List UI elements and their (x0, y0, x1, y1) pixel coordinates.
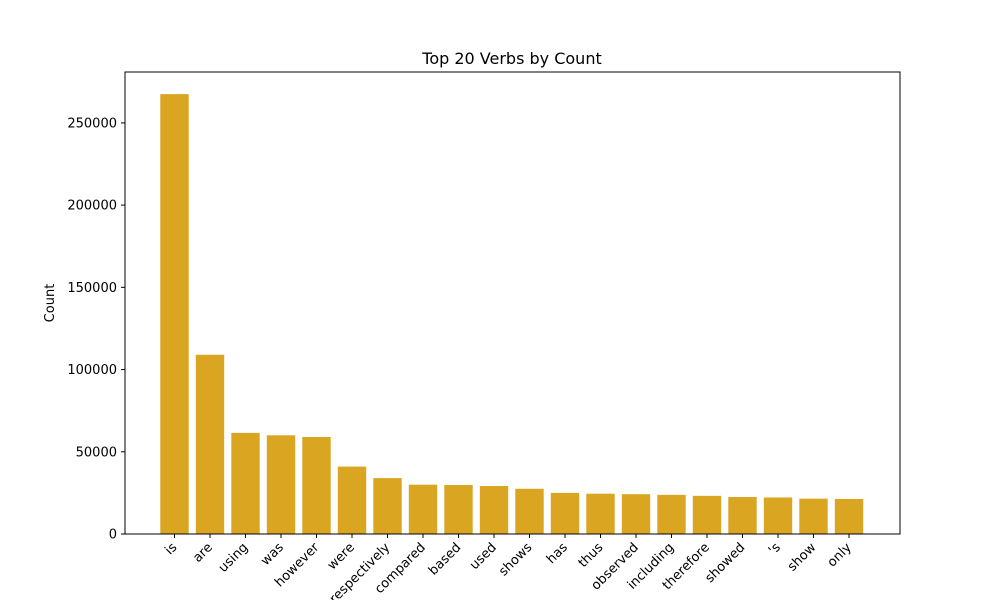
x-tick-label-17: 's (766, 540, 784, 558)
bar-0 (160, 94, 189, 534)
plot-frame (124, 71, 901, 535)
bar-15 (692, 495, 722, 534)
bar-12 (586, 493, 615, 534)
bar-5 (337, 466, 367, 534)
y-tick-label-1: 50000 (76, 445, 117, 460)
x-tick-label-12: thus (576, 540, 607, 571)
bar-16 (728, 497, 757, 534)
x-tick-label-1: are (190, 540, 215, 565)
x-tick-label-3: was (258, 540, 287, 569)
bar-18 (799, 498, 828, 534)
y-tick-label-0: 0 (109, 528, 117, 543)
x-tick-label-0: is (162, 540, 180, 558)
x-tick-label-11: has (544, 540, 571, 567)
bar-3 (266, 435, 296, 534)
x-tick-label-8: based (426, 540, 464, 578)
x-tick-label-16: showed (702, 540, 748, 586)
bar-10 (515, 488, 544, 534)
bar-13 (621, 494, 651, 534)
bar-19 (834, 498, 864, 534)
chart-title: Top 20 Verbs by Count (421, 49, 601, 68)
bar-1 (195, 354, 225, 534)
y-tick-label-4: 200000 (67, 199, 117, 214)
bar-17 (763, 497, 793, 534)
y-tick-label-3: 150000 (67, 281, 117, 296)
bar-7 (408, 484, 438, 534)
x-tick-label-5: were (325, 540, 358, 573)
bar-14 (657, 494, 686, 534)
bar-9 (479, 485, 509, 534)
y-axis-title: Count (43, 284, 58, 323)
y-tick-label-5: 250000 (67, 116, 117, 131)
y-axis: 0 50000 100000 150000 200000 250000 (67, 116, 125, 543)
bar-11 (550, 492, 580, 534)
bar-8 (444, 484, 473, 534)
x-tick-label-18: show (785, 540, 820, 575)
x-tick-label-9: used (467, 540, 500, 573)
x-tick-label-19: only (825, 540, 855, 570)
bar-6 (373, 478, 402, 534)
bar-4 (302, 436, 331, 534)
bar-2 (231, 432, 260, 534)
bars-group (160, 94, 864, 534)
x-tick-label-2: using (216, 540, 251, 575)
y-tick-label-2: 100000 (67, 363, 117, 378)
x-tick-label-10: shows (496, 540, 535, 579)
